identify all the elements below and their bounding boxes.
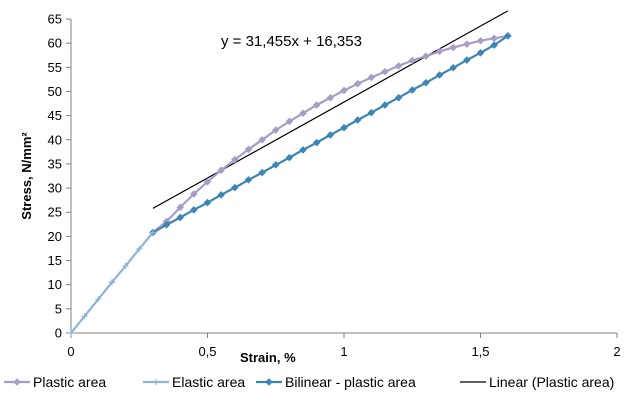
data-point xyxy=(367,108,376,117)
data-point xyxy=(176,213,184,222)
y-tick-label: 40 xyxy=(48,132,62,147)
data-point xyxy=(95,296,102,303)
data-point xyxy=(285,117,294,126)
data-point xyxy=(408,86,417,94)
data-point xyxy=(203,198,212,207)
series-line xyxy=(152,10,509,209)
data-point xyxy=(271,161,280,169)
data-point xyxy=(476,36,485,45)
legend-label: Plastic area xyxy=(33,374,106,390)
data-point xyxy=(13,378,21,386)
legend-label: Elastic area xyxy=(172,374,245,390)
data-point xyxy=(265,378,273,386)
data-point xyxy=(463,40,471,48)
legend-item: Elastic area xyxy=(143,374,245,390)
data-point xyxy=(422,79,430,87)
data-point xyxy=(435,71,444,79)
data-point xyxy=(136,245,143,252)
data-point xyxy=(153,379,159,385)
data-point xyxy=(353,79,362,88)
x-tick-label: 1,5 xyxy=(471,344,489,359)
data-point xyxy=(490,34,498,43)
data-point xyxy=(81,313,88,320)
series-plastic-area xyxy=(149,32,512,237)
data-point xyxy=(340,123,348,132)
legend-item: Plastic area xyxy=(4,374,106,390)
y-tick-label: 45 xyxy=(48,108,62,123)
y-tick-label: 25 xyxy=(48,205,62,220)
data-point xyxy=(176,203,184,212)
data-point xyxy=(162,221,171,229)
data-point xyxy=(490,41,498,49)
x-tick-label: 1 xyxy=(340,344,347,359)
data-point xyxy=(449,64,457,72)
y-tick-label: 0 xyxy=(55,326,62,341)
data-point xyxy=(394,93,403,102)
series-bilinear-plastic-area xyxy=(149,32,512,237)
y-tick-label: 65 xyxy=(48,12,62,27)
x-axis-title: Strain, % xyxy=(240,350,296,365)
data-point xyxy=(231,183,239,192)
data-point xyxy=(504,32,512,40)
y-tick-label: 35 xyxy=(48,156,62,171)
data-point xyxy=(258,168,266,177)
data-point xyxy=(299,146,307,154)
x-tick-label: 0,5 xyxy=(198,344,216,359)
x-tick-label: 0 xyxy=(67,344,74,359)
data-point xyxy=(408,56,417,65)
y-tick-label: 55 xyxy=(48,60,62,75)
data-point xyxy=(394,62,403,70)
data-point xyxy=(326,131,335,139)
data-point xyxy=(449,43,457,52)
data-point xyxy=(463,56,471,64)
data-point xyxy=(285,153,294,162)
data-point xyxy=(271,126,280,134)
data-point xyxy=(435,47,444,56)
series-linear-plastic-area xyxy=(152,10,509,209)
data-point xyxy=(422,52,430,60)
data-point xyxy=(244,145,253,154)
data-point xyxy=(217,166,225,174)
data-point xyxy=(122,262,129,269)
legend-label: Linear (Plastic area) xyxy=(489,374,614,390)
data-point xyxy=(476,49,485,57)
y-tick-label: 15 xyxy=(48,253,62,268)
data-point xyxy=(312,101,321,109)
y-tick-label: 20 xyxy=(48,229,62,244)
data-point xyxy=(299,109,307,117)
y-tick-label: 50 xyxy=(48,84,62,99)
y-tick-label: 30 xyxy=(48,181,62,196)
data-point xyxy=(340,86,348,95)
data-point xyxy=(381,101,389,109)
data-point xyxy=(381,67,389,76)
data-point xyxy=(231,155,239,164)
legend-label: Bilinear - plastic area xyxy=(285,374,416,390)
data-point xyxy=(190,206,198,214)
series-elastic-area xyxy=(68,229,156,336)
data-point xyxy=(312,138,321,147)
x-tick-label: 2 xyxy=(613,344,620,359)
data-point xyxy=(353,116,362,124)
legend-item: Bilinear - plastic area xyxy=(256,374,416,390)
data-point xyxy=(367,73,376,82)
data-point xyxy=(149,229,156,236)
data-point xyxy=(258,136,266,144)
y-tick-label: 10 xyxy=(48,277,62,292)
data-point xyxy=(68,330,74,336)
y-tick-label: 60 xyxy=(48,36,62,51)
data-point xyxy=(217,191,225,199)
legend-item: Linear (Plastic area) xyxy=(460,374,614,390)
trendline-equation: y = 31,455x + 16,353 xyxy=(221,33,362,50)
y-axis-title: Stress, N/mm² xyxy=(19,132,34,220)
data-point xyxy=(190,190,198,198)
data-point xyxy=(244,176,253,184)
data-point xyxy=(203,178,212,186)
data-point xyxy=(108,279,115,286)
data-point xyxy=(326,93,335,102)
y-tick-label: 5 xyxy=(55,301,62,316)
